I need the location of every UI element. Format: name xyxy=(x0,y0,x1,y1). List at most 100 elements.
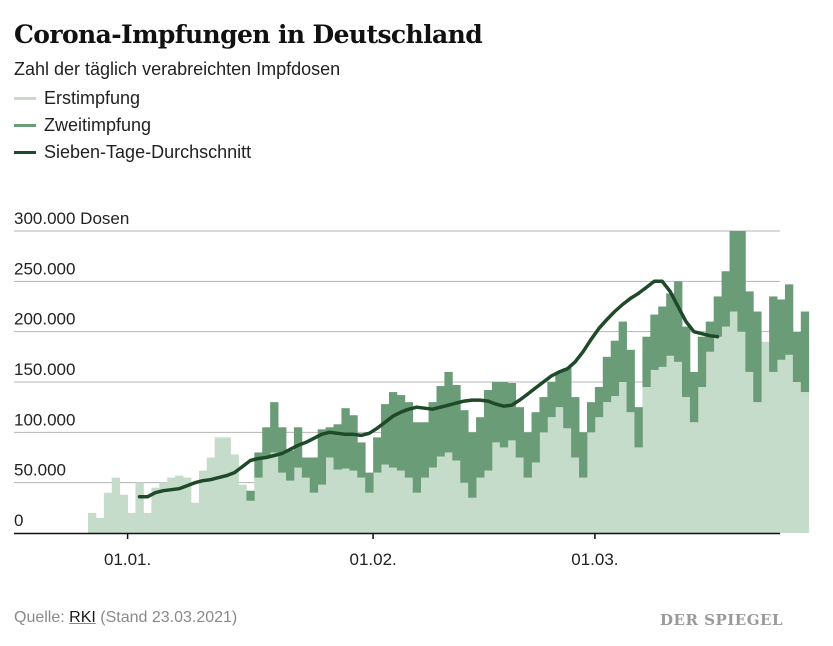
zweitimpfung-bar xyxy=(737,231,746,332)
brand-logo: DER SPIEGEL xyxy=(660,611,783,629)
zweitimpfung-bar xyxy=(349,415,358,471)
erstimpfung-bar xyxy=(143,512,152,533)
erstimpfung-bars xyxy=(88,311,810,533)
zweitimpfung-bar xyxy=(333,424,342,470)
erstimpfung-bar xyxy=(547,417,556,533)
seven-day-average-line-group xyxy=(137,279,720,499)
erstimpfung-bar xyxy=(333,469,342,533)
erstimpfung-bar xyxy=(420,477,429,533)
erstimpfung-bar xyxy=(103,492,113,533)
erstimpfung-bar xyxy=(373,472,382,533)
erstimpfung-bar xyxy=(151,487,160,533)
erstimpfung-bar xyxy=(602,402,612,533)
erstimpfung-bar xyxy=(238,484,247,533)
erstimpfung-bar xyxy=(507,440,517,533)
y-tick-label: 50.000 xyxy=(14,461,66,480)
zweitimpfung-bar xyxy=(769,296,778,372)
zweitimpfung-bar xyxy=(301,457,311,478)
zweitimpfung-bar xyxy=(721,271,730,327)
erstimpfung-bar xyxy=(745,371,754,533)
erstimpfung-bar xyxy=(563,428,572,533)
erstimpfung-bar xyxy=(753,402,762,533)
erstimpfung-bar xyxy=(650,369,659,533)
zweitimpfung-bar xyxy=(626,349,635,413)
zweitimpfung-bar xyxy=(729,231,738,312)
erstimpfung-bar xyxy=(531,462,540,533)
zweitimpfung-bar xyxy=(396,395,406,471)
zweitimpfung-bar xyxy=(579,432,588,478)
source-suffix: (Stand 23.03.2021) xyxy=(95,609,238,626)
zweitimpfung-bar xyxy=(436,386,445,457)
erstimpfung-bar xyxy=(682,397,691,533)
erstimpfung-bar xyxy=(697,387,707,533)
erstimpfung-bar xyxy=(365,492,374,533)
erstimpfung-bar xyxy=(721,326,730,533)
zweitimpfung-bar xyxy=(420,422,429,478)
erstimpfung-bar xyxy=(800,392,810,533)
legend-swatch-zweitimpfung xyxy=(14,124,36,127)
source-link-rki[interactable]: RKI xyxy=(69,609,96,626)
zweitimpfung-bar xyxy=(610,340,620,397)
zweitimpfung-bar xyxy=(246,490,255,501)
erstimpfung-bar xyxy=(523,477,532,533)
erstimpfung-bar xyxy=(111,477,121,533)
zweitimpfung-bar xyxy=(428,402,437,468)
erstimpfung-bar xyxy=(555,407,564,533)
zweitimpfung-bar xyxy=(650,314,659,370)
erstimpfung-bar xyxy=(341,468,350,533)
zweitimpfung-bar xyxy=(484,390,493,471)
erstimpfung-bar xyxy=(293,467,303,533)
x-tick-label: 01.02. xyxy=(349,550,396,569)
zweitimpfung-bar xyxy=(365,472,374,493)
legend-label-erstimpfung: Erstimpfung xyxy=(44,88,141,108)
erstimpfung-bar xyxy=(539,432,548,533)
erstimpfung-bar xyxy=(246,500,255,533)
erstimpfung-bar xyxy=(175,475,184,533)
zweitimpfung-bar xyxy=(792,331,802,382)
x-tick-label: 01.03. xyxy=(571,550,618,569)
erstimpfung-bar xyxy=(183,477,192,533)
erstimpfung-bar xyxy=(499,447,509,533)
erstimpfung-bar xyxy=(460,482,469,533)
zweitimpfung-bar xyxy=(594,387,604,418)
erstimpfung-bar xyxy=(515,457,524,533)
zweitimpfung-bar xyxy=(404,402,414,478)
erstimpfung-bar xyxy=(278,472,287,533)
zweitimpfung-bar xyxy=(666,293,675,356)
erstimpfung-bar xyxy=(396,470,406,533)
seven-day-average-line xyxy=(137,279,720,499)
erstimpfung-bar xyxy=(230,454,239,533)
erstimpfung-bar xyxy=(428,467,437,533)
erstimpfung-bar xyxy=(127,512,136,533)
zweitimpfung-bar xyxy=(634,407,643,448)
erstimpfung-bar xyxy=(784,354,794,533)
erstimpfung-bar xyxy=(634,447,643,533)
erstimpfung-bar xyxy=(349,470,358,533)
erstimpfung-bar xyxy=(262,457,271,533)
y-tick-label: 100.000 xyxy=(14,410,75,429)
erstimpfung-bar xyxy=(412,492,422,533)
legend-item-seven-day-average: Sieben-Tage-Durchschnitt xyxy=(14,139,251,166)
chart-svg: 0 50.000 100.000 150.000 200.000 250.000 300.0… xyxy=(14,209,810,569)
zweitimpfung-bar xyxy=(357,442,366,478)
y-tick-label: 200.000 xyxy=(14,310,75,329)
erstimpfung-bar xyxy=(689,422,699,533)
zweitimpfung-bar xyxy=(499,382,509,448)
zweitimpfung-bar xyxy=(555,371,564,408)
erstimpfung-bar xyxy=(198,470,208,533)
erstimpfung-bar xyxy=(769,371,778,533)
zweitimpfung-bar xyxy=(547,382,556,418)
legend-swatch-erstimpfung xyxy=(14,97,36,100)
zweitimpfung-bar xyxy=(341,408,350,469)
erstimpfung-bar xyxy=(705,351,715,533)
erstimpfung-bar xyxy=(325,457,334,533)
erstimpfung-bar xyxy=(579,477,588,533)
erstimpfung-bar xyxy=(713,336,722,533)
chart-subtitle: Zahl der täglich verabreichten Impfdosen xyxy=(14,59,341,79)
zweitimpfung-bars xyxy=(246,231,810,501)
erstimpfung-bar xyxy=(88,512,97,533)
erstimpfung-bar xyxy=(444,452,453,533)
erstimpfung-bar xyxy=(404,477,414,533)
erstimpfung-bar xyxy=(159,482,168,533)
y-tick-label: 150.000 xyxy=(14,360,75,379)
